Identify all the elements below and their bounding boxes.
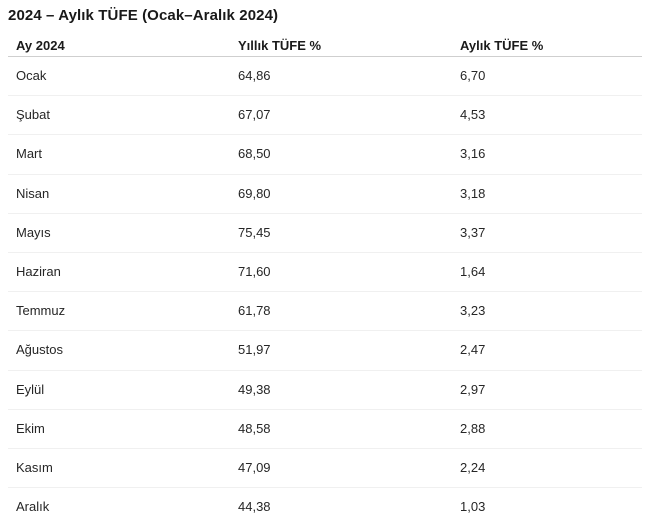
monthly-tufe-cell: 3,23 [452, 291, 642, 332]
yearly-tufe-cell: 51,97 [230, 330, 452, 371]
monthly-tufe-cell: 4,53 [452, 95, 642, 136]
table-row: Ağustos 51,97 2,47 [8, 330, 642, 371]
monthly-tufe-cell: 1,03 [460, 499, 486, 515]
col-header-monthly: Aylık TÜFE % [452, 38, 642, 57]
month-cell: Mart [8, 134, 230, 175]
monthly-tufe-cell: 3,18 [452, 174, 642, 214]
monthly-tufe-cell: 3,37 [452, 213, 642, 253]
month-cell: Eylül [8, 370, 230, 410]
monthly-tufe-cell: 6,70 [452, 56, 642, 97]
monthly-tufe-cell: 2,47 [452, 330, 642, 371]
month-cell: Kasım [8, 448, 230, 489]
table-row: Aralık 44,38 1,03 [8, 488, 642, 527]
month-cell: Ocak [8, 56, 230, 97]
yearly-tufe-cell: 48,58 [230, 409, 452, 449]
yearly-tufe-cell: 67,07 [230, 95, 452, 136]
table-row: Ekim 48,58 2,88 [8, 409, 642, 449]
yearly-tufe-cell: 61,78 [230, 291, 452, 332]
table-row: Nisan 69,80 3,18 [8, 174, 642, 214]
page-title: 2024 – Aylık TÜFE (Ocak–Aralık 2024) [8, 7, 279, 24]
yearly-tufe-cell: 47,09 [230, 448, 452, 489]
table-row: Temmuz 61,78 3,23 [8, 291, 642, 332]
table-row: Kasım 47,09 2,24 [8, 448, 642, 489]
monthly-tufe-cell: 1,64 [452, 252, 642, 293]
table-body: Ocak 64,86 6,70 Şubat 67,07 4,53 Mart 68,50 3,16… [8, 56, 642, 527]
table-row: Mayıs 75,45 3,37 [8, 213, 642, 253]
table-row: Şubat 67,07 4,53 [8, 95, 642, 136]
month-cell: Aralık [16, 499, 50, 515]
monthly-tufe-cell: 2,24 [452, 448, 642, 489]
monthly-tufe-cell: 2,97 [452, 370, 642, 410]
table-row: Haziran 71,60 1,64 [8, 252, 642, 293]
table-header: Ay 2024 Yıllık TÜFE % Aylık TÜFE % [8, 38, 642, 57]
col-header-month: Ay 2024 [8, 38, 230, 57]
yearly-tufe-cell: 49,38 [230, 370, 452, 410]
month-cell: Ekim [8, 409, 230, 449]
tufe-table: Ay 2024 Yıllık TÜFE % Aylık TÜFE % Ocak 6… [8, 38, 642, 526]
table-row: Mart 68,50 3,16 [8, 134, 642, 175]
month-cell: Mayıs [8, 213, 230, 253]
yearly-tufe-cell: 71,60 [230, 252, 452, 293]
yearly-tufe-cell: 44,38 [238, 499, 271, 515]
col-header-yearly: Yıllık TÜFE % [230, 38, 452, 57]
month-cell: Şubat [8, 95, 230, 136]
yearly-tufe-cell: 68,50 [230, 134, 452, 175]
monthly-tufe-cell: 2,88 [452, 409, 642, 449]
table-header-row: Ay 2024 Yıllık TÜFE % Aylık TÜFE % [8, 38, 642, 57]
monthly-tufe-cell: 3,16 [452, 134, 642, 175]
month-cell: Temmuz [8, 291, 230, 332]
month-cell: Nisan [8, 174, 230, 214]
table-row: Ocak 64,86 6,70 [8, 56, 642, 97]
yearly-tufe-cell: 69,80 [230, 174, 452, 214]
table-row: Eylül 49,38 2,97 [8, 370, 642, 410]
month-cell: Ağustos [8, 330, 230, 371]
yearly-tufe-cell: 75,45 [230, 213, 452, 253]
yearly-tufe-cell: 64,86 [230, 56, 452, 97]
month-cell: Haziran [8, 252, 230, 293]
